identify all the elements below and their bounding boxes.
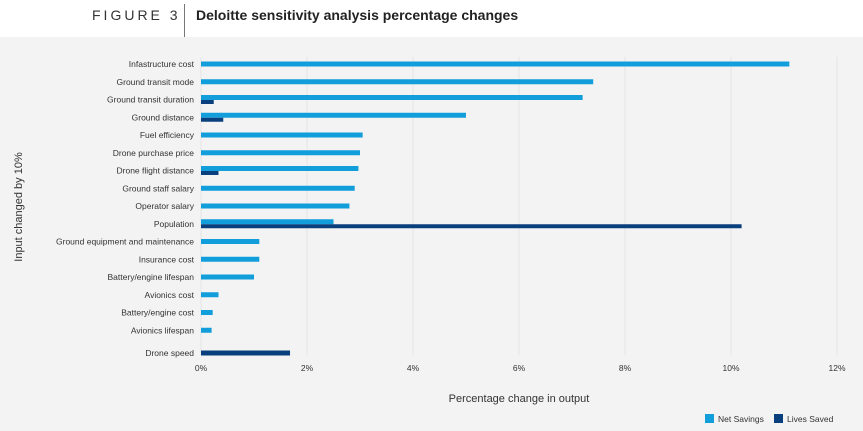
bar-net-savings-drone-purchase-price — [201, 150, 360, 156]
bar-net-savings-ground-distance — [201, 112, 466, 118]
category-label-ground-equipment-and-maintenance: Ground equipment and maintenance — [56, 237, 194, 247]
bar-chart: Infastructure cost Ground transit mode Gro… — [13, 57, 846, 424]
bar-net-savings-operator-salary — [201, 203, 350, 209]
category-label-avionics-cost: Avionics cost — [145, 290, 195, 300]
bar-net-savings-avionics-lifespan — [201, 327, 212, 333]
bar-net-savings-ground-transit-duration — [201, 95, 583, 100]
x-tick-label: 10% — [722, 363, 739, 373]
legend-label-lives-saved: Lives Saved — [787, 414, 834, 424]
header-divider — [184, 4, 185, 37]
category-label-population: Population — [154, 219, 194, 229]
gridlines — [200, 57, 838, 355]
category-label-ground-distance: Ground distance — [132, 112, 195, 122]
bar-net-savings-drone-flight-distance — [201, 166, 359, 171]
legend-label-net-savings: Net Savings — [718, 414, 764, 424]
bar-net-savings-ground-transit-mode — [201, 79, 594, 85]
x-tick-labels: 0% 2% 4% 6% 8% 10% 12% — [195, 363, 846, 373]
category-label-ground-transit-duration: Ground transit duration — [107, 95, 194, 105]
legend: Net Savings Lives Saved — [705, 414, 834, 424]
bar-lives-saved-drone-speed — [201, 350, 291, 356]
category-label-battery-engine-cost: Battery/engine cost — [121, 308, 194, 318]
figure-label: FIGURE 3 — [92, 7, 181, 23]
x-tick-label: 0% — [195, 363, 208, 373]
category-label-insurance-cost: Insurance cost — [139, 254, 195, 264]
category-label-drone-purchase-price: Drone purchase price — [113, 148, 195, 158]
figure-header: FIGURE 3 Deloitte sensitivity analysis p… — [0, 0, 863, 37]
x-axis-title: Percentage change in output — [449, 393, 590, 405]
x-tick-label: 6% — [513, 363, 526, 373]
category-label-drone-speed: Drone speed — [145, 348, 194, 358]
bar-net-savings-fuel-efficiency — [201, 132, 363, 138]
bar-net-savings-ground-equipment-and-maintenance — [201, 239, 260, 244]
category-label-drone-flight-distance: Drone flight distance — [117, 166, 195, 176]
bar-net-savings-infastructure-cost — [201, 61, 790, 67]
bar-net-savings-ground-staff-salary — [201, 185, 355, 191]
bar-net-savings-battery-engine-cost — [201, 310, 213, 315]
bar-lives-saved-ground-distance — [201, 117, 224, 122]
bar-net-savings-avionics-cost — [201, 292, 219, 298]
category-labels: Infastructure cost Ground transit mode Gro… — [56, 59, 195, 358]
x-tick-label: 8% — [619, 363, 632, 373]
bar-lives-saved-drone-flight-distance — [201, 171, 219, 175]
bar-net-savings-insurance-cost — [201, 256, 260, 262]
legend-swatch-net-savings — [705, 414, 714, 423]
x-tick-label: 12% — [828, 363, 845, 373]
chart-panel: Infastructure cost Ground transit mode Gro… — [0, 37, 863, 431]
bar-lives-saved-ground-transit-duration — [201, 100, 214, 104]
figure-title: Deloitte sensitivity analysis percentage… — [196, 7, 519, 23]
bar-net-savings-population — [201, 219, 334, 225]
legend-swatch-lives-saved — [774, 414, 783, 423]
category-label-fuel-efficiency: Fuel efficiency — [140, 130, 195, 140]
y-axis-title: Input changed by 10% — [13, 152, 25, 262]
x-tick-label: 2% — [301, 363, 314, 373]
bars — [201, 61, 790, 356]
x-tick-label: 4% — [407, 363, 420, 373]
category-label-ground-transit-mode: Ground transit mode — [117, 77, 195, 87]
category-label-avionics-lifespan: Avionics lifespan — [131, 325, 194, 335]
category-label-infastructure-cost: Infastructure cost — [129, 59, 195, 69]
category-label-battery-engine-lifespan: Battery/engine lifespan — [108, 272, 195, 282]
bar-lives-saved-population — [201, 224, 742, 229]
category-label-ground-staff-salary: Ground staff salary — [122, 183, 194, 193]
category-label-operator-salary: Operator salary — [135, 201, 194, 211]
bar-net-savings-battery-engine-lifespan — [201, 274, 254, 280]
